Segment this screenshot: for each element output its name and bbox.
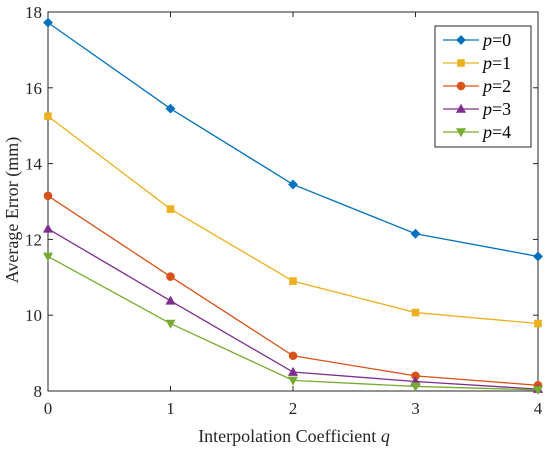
data-point	[410, 228, 421, 239]
data-point	[165, 319, 176, 329]
data-point	[534, 319, 542, 328]
legend-label: p=3	[481, 99, 511, 119]
data-point	[287, 366, 299, 376]
legend-label: p=4	[481, 122, 511, 142]
series-4	[42, 252, 544, 396]
legend-label-var: p	[481, 122, 492, 142]
legend-marker	[457, 59, 465, 67]
series-layer	[42, 17, 544, 396]
y-axis-label: Average Error (mm)	[2, 137, 23, 284]
x-tick-label: 2	[289, 399, 298, 418]
y-tick-label: 8	[34, 382, 43, 401]
legend-label: p=2	[481, 76, 511, 96]
legend-label-value: =4	[492, 122, 511, 142]
data-point	[44, 112, 52, 121]
data-point	[165, 295, 176, 305]
legend-label-var: p	[481, 76, 492, 96]
data-point	[43, 17, 53, 28]
legend-label-var: p	[481, 53, 492, 73]
data-point	[533, 251, 543, 262]
legend-label: p=0	[481, 30, 511, 50]
y-tick-label: 18	[25, 3, 42, 22]
x-axis-label-var: q	[381, 426, 390, 446]
y-tick-label: 10	[25, 306, 42, 325]
data-point	[42, 252, 54, 262]
legend-item: p=1	[443, 53, 511, 73]
data-point	[410, 382, 421, 392]
x-tick-label: 4	[534, 399, 543, 418]
data-point	[166, 272, 175, 281]
data-point	[289, 277, 297, 285]
data-point	[42, 223, 54, 233]
legend-item: p=0	[443, 30, 511, 50]
y-tick-label: 14	[25, 155, 43, 174]
data-point	[165, 103, 176, 114]
data-point	[532, 386, 544, 396]
x-tick-label: 1	[166, 399, 175, 418]
series-2	[43, 191, 543, 390]
x-tick-label: 3	[411, 399, 420, 418]
data-point	[411, 308, 420, 317]
legend-label-value: =3	[492, 99, 511, 119]
legend-item: p=2	[443, 76, 511, 96]
x-axis-label-text: Interpolation Coefficient	[198, 426, 376, 446]
legend-item: p=3	[443, 99, 511, 119]
legend-marker	[455, 103, 467, 113]
legend-label-var: p	[481, 30, 492, 50]
data-point	[43, 191, 53, 201]
legend-label-value: =0	[492, 30, 511, 50]
legend-marker	[456, 35, 466, 45]
legend-marker	[456, 81, 466, 91]
data-point	[288, 179, 298, 190]
data-point	[166, 205, 175, 213]
series-line	[47, 228, 539, 390]
legend-item: p=4	[443, 122, 511, 142]
legend: p=0p=1p=2p=3p=4	[434, 25, 532, 148]
legend-marker	[455, 128, 467, 138]
data-point	[288, 351, 298, 361]
x-axis-label: Interpolation Coefficient q	[198, 426, 390, 446]
series-0	[43, 17, 543, 262]
legend-label: p=1	[481, 53, 511, 73]
series-1	[44, 112, 542, 328]
y-tick-label: 16	[25, 79, 42, 98]
data-point	[287, 376, 299, 386]
legend-label-value: =2	[492, 76, 511, 96]
x-tick-label: 0	[44, 399, 53, 418]
legend-label-var: p	[481, 99, 492, 119]
series-3	[42, 223, 544, 393]
y-tick-label: 12	[25, 230, 42, 249]
legend-label-value: =1	[492, 53, 511, 73]
